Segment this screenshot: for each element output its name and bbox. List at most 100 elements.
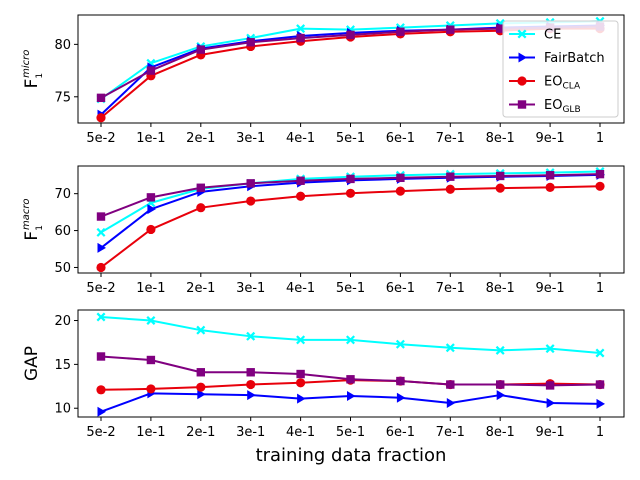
legend-marker bbox=[517, 76, 527, 86]
y-tick-label: 50 bbox=[54, 261, 71, 276]
series-eo-cla bbox=[96, 181, 605, 273]
x-tick-label: 2e-1 bbox=[186, 131, 215, 146]
y-axis-label: GAP bbox=[22, 346, 42, 381]
x-tick-label: 2e-1 bbox=[186, 281, 215, 296]
data-point bbox=[445, 343, 455, 353]
panels: 75 80 5e-2 1e-1 2e-1 3e-1 4e-1 5e-1 6e-1 7e-1 8e-1… bbox=[21, 14, 625, 440]
x-tick-label: 5e-2 bbox=[86, 281, 115, 296]
data-point bbox=[345, 188, 356, 198]
data-point bbox=[297, 393, 306, 404]
y-axis-label: F1micro bbox=[21, 50, 45, 89]
y-tick-label: 70 bbox=[54, 187, 71, 202]
data-point bbox=[246, 379, 256, 390]
data-point bbox=[496, 24, 505, 33]
data-point bbox=[196, 45, 205, 54]
data-point bbox=[146, 384, 156, 394]
data-point bbox=[396, 376, 405, 386]
x-tick-label: 7e-1 bbox=[436, 281, 465, 296]
data-point bbox=[396, 392, 406, 403]
x-tick-label: 3e-1 bbox=[236, 281, 265, 296]
data-point bbox=[495, 345, 505, 355]
data-point bbox=[97, 406, 106, 417]
data-point bbox=[296, 335, 306, 345]
data-point bbox=[346, 335, 355, 345]
data-point bbox=[96, 262, 106, 273]
legend-entry-eo-cla: EOCLA bbox=[509, 75, 581, 92]
x-tick-label: 6e-1 bbox=[386, 281, 415, 296]
x-tick-label: 8e-1 bbox=[486, 131, 515, 146]
data-point bbox=[445, 184, 455, 194]
x-tick-label: 7e-1 bbox=[436, 425, 465, 440]
legend-label: CE bbox=[544, 28, 561, 43]
x-tick-label: 5e-1 bbox=[336, 281, 365, 296]
data-point bbox=[496, 380, 505, 389]
data-point bbox=[545, 171, 555, 180]
data-point bbox=[395, 186, 405, 196]
data-point bbox=[246, 368, 255, 377]
x-tick-label: 5e-1 bbox=[336, 425, 365, 440]
x-tick-label: 4e-1 bbox=[286, 281, 315, 296]
x-tick-label: 5e-1 bbox=[336, 131, 365, 146]
series-line bbox=[100, 185, 601, 269]
data-point bbox=[396, 173, 405, 183]
y-axis-label: F1macro bbox=[21, 198, 45, 240]
data-point bbox=[97, 242, 106, 253]
data-point bbox=[196, 183, 205, 192]
data-point bbox=[545, 182, 555, 192]
legend-entry-ce: CE bbox=[509, 28, 561, 43]
data-point bbox=[246, 331, 256, 341]
legend: CE FairBatch EOCLA EOGLB bbox=[502, 20, 619, 118]
y-tick-label: 80 bbox=[54, 38, 71, 53]
data-point bbox=[595, 169, 605, 179]
legend-marker bbox=[517, 29, 527, 39]
data-point bbox=[196, 325, 206, 335]
data-point bbox=[146, 66, 156, 75]
series-eo-glb bbox=[96, 169, 605, 221]
x-tick-label: 5e-2 bbox=[86, 425, 115, 440]
y-tick-label: 10 bbox=[54, 402, 71, 417]
x-tick-label: 1e-1 bbox=[136, 425, 165, 440]
data-point bbox=[96, 227, 106, 237]
x-tick-label: 1 bbox=[596, 425, 604, 440]
data-point bbox=[146, 224, 156, 235]
y-tick-label: 15 bbox=[54, 358, 71, 373]
legend-entry-eo-glb: EOGLB bbox=[509, 98, 581, 115]
x-tick-label: 1e-1 bbox=[136, 131, 165, 146]
x-tick-label: 4e-1 bbox=[286, 425, 315, 440]
data-point bbox=[96, 312, 106, 322]
data-point bbox=[96, 113, 106, 123]
data-point bbox=[446, 397, 456, 408]
data-point bbox=[146, 355, 156, 365]
data-point bbox=[247, 390, 256, 401]
data-point bbox=[96, 212, 106, 221]
legend-box bbox=[502, 20, 619, 118]
data-point bbox=[296, 176, 305, 185]
data-point bbox=[147, 204, 156, 215]
data-point bbox=[146, 316, 156, 326]
x-tick-label: 9e-1 bbox=[535, 425, 564, 440]
data-point bbox=[545, 381, 555, 390]
x-tick-label: 1 bbox=[596, 281, 604, 296]
data-point bbox=[595, 181, 605, 191]
series-fairbatch bbox=[97, 388, 605, 417]
data-point bbox=[595, 380, 605, 389]
x-tick-label: 8e-1 bbox=[486, 425, 515, 440]
data-point bbox=[346, 30, 355, 40]
data-point bbox=[296, 378, 306, 388]
data-point bbox=[296, 24, 306, 34]
y-tick-label: 20 bbox=[54, 314, 71, 329]
x-tick-label: 7e-1 bbox=[436, 131, 465, 146]
data-point bbox=[545, 344, 555, 354]
data-point bbox=[96, 352, 106, 361]
data-point bbox=[496, 390, 506, 401]
data-point bbox=[146, 193, 156, 202]
data-point bbox=[546, 397, 556, 408]
x-tick-label: 4e-1 bbox=[286, 131, 315, 146]
data-point bbox=[446, 380, 455, 389]
data-point bbox=[296, 33, 305, 43]
data-point bbox=[595, 348, 605, 358]
data-point bbox=[396, 27, 405, 36]
data-point bbox=[446, 172, 455, 181]
legend-entry-fairbatch: FairBatch bbox=[509, 51, 605, 66]
